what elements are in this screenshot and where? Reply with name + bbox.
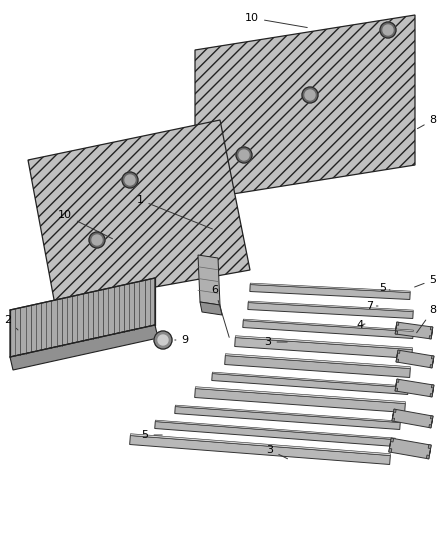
Circle shape	[380, 22, 396, 38]
Polygon shape	[225, 356, 410, 377]
Polygon shape	[389, 438, 394, 453]
Polygon shape	[250, 283, 410, 293]
Text: 5: 5	[379, 283, 390, 293]
Polygon shape	[396, 350, 400, 362]
Text: 10: 10	[58, 210, 113, 239]
Polygon shape	[430, 385, 434, 397]
Polygon shape	[429, 416, 433, 428]
Text: 6: 6	[212, 285, 229, 337]
Text: 3: 3	[265, 337, 287, 347]
Polygon shape	[130, 435, 390, 464]
Circle shape	[89, 232, 105, 248]
Polygon shape	[243, 319, 413, 332]
Polygon shape	[28, 120, 250, 305]
Text: 8: 8	[417, 305, 437, 333]
Text: 4: 4	[357, 320, 365, 330]
Circle shape	[302, 87, 318, 103]
Polygon shape	[395, 322, 399, 334]
Polygon shape	[10, 325, 158, 370]
Circle shape	[383, 25, 393, 35]
Polygon shape	[430, 356, 434, 368]
Polygon shape	[235, 337, 412, 359]
Polygon shape	[155, 422, 395, 447]
Polygon shape	[195, 15, 415, 200]
Polygon shape	[395, 379, 399, 391]
Polygon shape	[175, 405, 400, 423]
Text: 5: 5	[415, 275, 437, 287]
Text: 2: 2	[4, 315, 18, 330]
Polygon shape	[198, 255, 220, 305]
Circle shape	[236, 147, 252, 163]
Polygon shape	[243, 320, 413, 338]
Polygon shape	[194, 389, 405, 413]
Polygon shape	[396, 350, 434, 368]
Polygon shape	[248, 303, 413, 319]
Circle shape	[122, 172, 138, 188]
Polygon shape	[200, 302, 222, 315]
Polygon shape	[195, 387, 406, 403]
Circle shape	[305, 90, 315, 100]
Polygon shape	[389, 438, 431, 459]
Polygon shape	[248, 301, 413, 311]
Circle shape	[239, 150, 249, 160]
Polygon shape	[235, 336, 413, 350]
Circle shape	[154, 331, 172, 349]
Polygon shape	[225, 354, 410, 368]
Text: 8: 8	[417, 115, 437, 128]
Text: 3: 3	[266, 445, 287, 459]
Text: 10: 10	[245, 13, 307, 28]
Text: 7: 7	[367, 301, 378, 311]
Text: 1: 1	[137, 195, 212, 229]
Polygon shape	[212, 372, 408, 387]
Polygon shape	[155, 420, 396, 440]
Circle shape	[92, 235, 102, 245]
Polygon shape	[131, 434, 391, 456]
Polygon shape	[392, 409, 396, 421]
Polygon shape	[212, 374, 408, 394]
Polygon shape	[429, 327, 433, 339]
Polygon shape	[395, 379, 434, 397]
Polygon shape	[250, 285, 410, 300]
Polygon shape	[395, 322, 433, 339]
Polygon shape	[392, 409, 433, 428]
Polygon shape	[10, 278, 155, 357]
Text: 5: 5	[141, 430, 162, 440]
Circle shape	[125, 175, 135, 185]
Polygon shape	[426, 445, 431, 459]
Text: 9: 9	[175, 335, 189, 345]
Polygon shape	[175, 407, 400, 430]
Circle shape	[158, 335, 168, 345]
